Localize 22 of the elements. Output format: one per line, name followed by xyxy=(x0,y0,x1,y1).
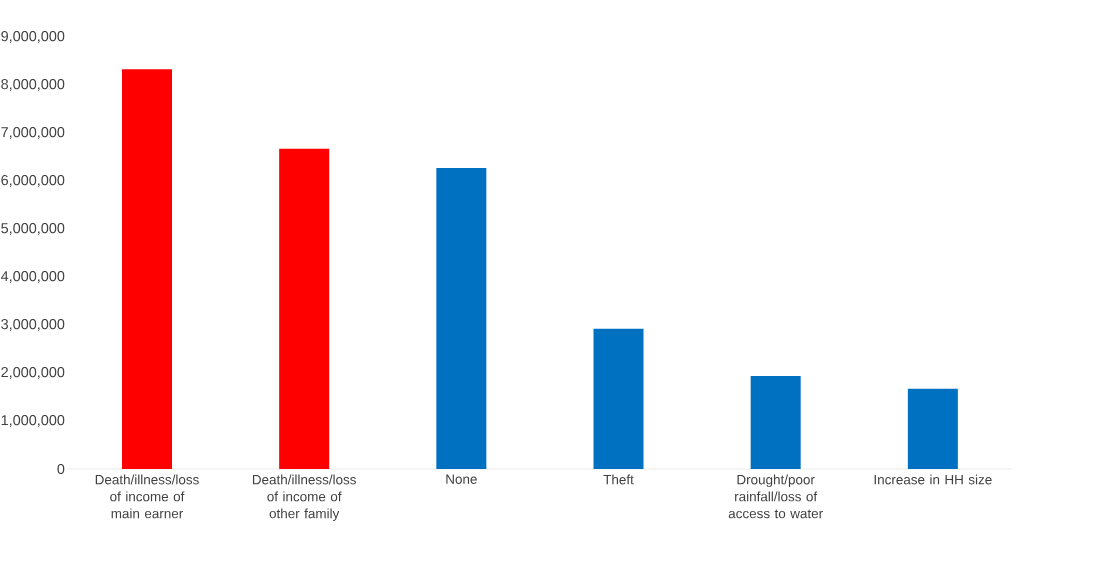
x-tick-label: Death/illness/loss of income of main earner xyxy=(95,474,199,519)
y-tick-label: 8,000,000 xyxy=(1,79,65,91)
y-tick-label: 3,000,000 xyxy=(1,319,65,331)
bar xyxy=(279,148,330,469)
bar xyxy=(593,328,644,469)
y-tick-label: 0 xyxy=(57,463,65,475)
y-tick-label: 6,000,000 xyxy=(1,175,65,187)
x-tick-label: Drought/poor rainfall/loss of access to water xyxy=(728,474,823,519)
y-tick-label: 4,000,000 xyxy=(0,271,65,283)
y-tick-label: 2,000,000 xyxy=(1,367,65,379)
bar xyxy=(436,168,487,469)
y-tick-label: 7,000,000 xyxy=(1,127,65,139)
bar xyxy=(750,375,801,469)
bar xyxy=(907,388,958,469)
y-tick-label: 9,000,000 xyxy=(1,31,65,43)
x-tick-label: Increase in HH size xyxy=(874,474,992,485)
y-tick-label: 5,000,000 xyxy=(1,223,65,235)
x-tick-label: Death/illness/loss of income of other family xyxy=(252,474,356,521)
y-tick-label: 1,000,000 xyxy=(1,415,65,427)
bar xyxy=(122,69,172,469)
x-tick-label: None xyxy=(446,474,477,484)
x-tick-label: Theft xyxy=(603,474,634,485)
